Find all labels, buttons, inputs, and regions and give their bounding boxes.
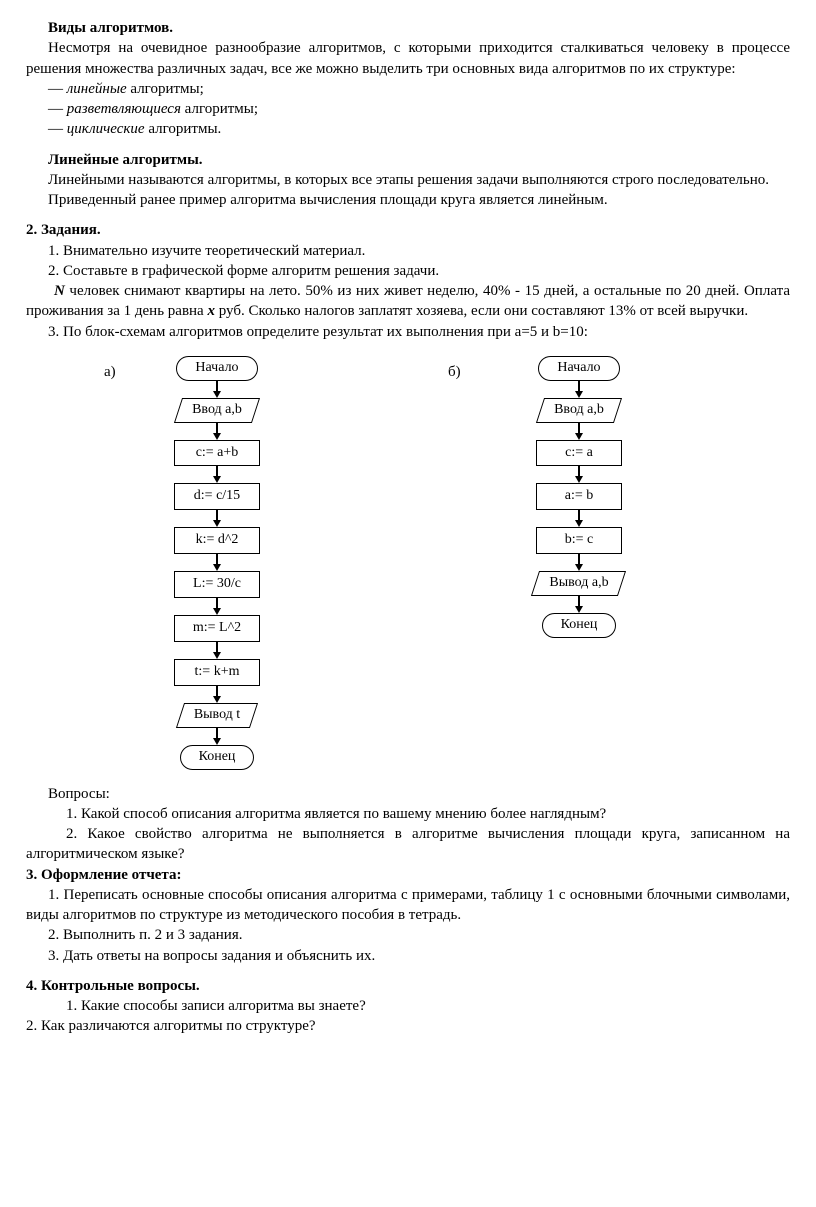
report-3: 3. Дать ответы на вопросы задания и объя… xyxy=(26,946,790,966)
type-cyclic-term: циклические xyxy=(67,121,145,137)
flow-arrow xyxy=(213,598,221,615)
flowchart-a: Начало Ввод a,b c:= a+b d:= c/15 k:= d^2 L:= … xyxy=(66,356,368,770)
flow-end: Конец xyxy=(180,745,255,770)
flow-arrow xyxy=(213,728,221,745)
paragraph-linear-1: Линейными называются алгоритмы, в которы… xyxy=(26,170,790,190)
flowcharts: а) Начало Ввод a,b c:= a+b d:= c/15 k:= d^2 L… xyxy=(26,356,790,770)
flow-arrow xyxy=(213,642,221,659)
type-branching-term: разветвляющиеся xyxy=(67,101,181,117)
var-x: x xyxy=(207,303,215,319)
flow-arrow xyxy=(575,554,583,571)
task-problem: N человек снимают квартиры на лето. 50% … xyxy=(26,281,790,322)
dash: — xyxy=(48,121,67,137)
heading-tasks: 2. Задания. xyxy=(26,220,790,240)
flow-arrow xyxy=(575,423,583,440)
flow-arrow xyxy=(213,554,221,571)
flow-start: Начало xyxy=(176,356,257,381)
flow-arrow xyxy=(213,510,221,527)
flow-process-3: L:= 30/c xyxy=(174,571,260,598)
flowchart-b-col: б) Начало Ввод a,b c:= a a:= b b:= c Вывод a,… xyxy=(408,356,790,770)
type-cyclic: — циклические алгоритмы. xyxy=(26,119,790,139)
flow-process-0: c:= a+b xyxy=(174,440,260,467)
flow-arrow xyxy=(575,466,583,483)
flowchart-a-col: а) Начало Ввод a,b c:= a+b d:= c/15 k:= d^2 L… xyxy=(26,356,408,770)
heading-linear: Линейные алгоритмы. xyxy=(26,150,790,170)
type-branching-rest: алгоритмы; xyxy=(181,101,258,117)
type-cyclic-rest: алгоритмы. xyxy=(145,121,222,137)
flowchart-a-label: а) xyxy=(104,362,116,382)
flowchart-b-label: б) xyxy=(448,362,461,382)
report-2: 2. Выполнить п. 2 и 3 задания. xyxy=(26,925,790,945)
flow-process-1: a:= b xyxy=(536,483,622,510)
dash: — xyxy=(48,81,67,97)
flow-process-1: d:= c/15 xyxy=(174,483,260,510)
flow-arrow xyxy=(575,381,583,398)
report-1: 1. Переписать основные способы описания … xyxy=(26,885,790,926)
flow-input: Ввод a,b xyxy=(540,398,618,423)
question-2-text: 2. Какое свойство алгоритма не выполняет… xyxy=(26,824,790,865)
heading-report: 3. Оформление отчета: xyxy=(26,865,790,885)
var-N: N xyxy=(54,283,65,299)
control-question-1: 1. Какие способы записи алгоритма вы зна… xyxy=(26,996,790,1016)
paragraph-types-intro: Несмотря на очевидное разнообразие алгор… xyxy=(26,38,790,79)
flow-output: Вывод a,b xyxy=(535,571,622,596)
task-problem-b: руб. Сколько налогов заплатят хозяева, е… xyxy=(215,303,748,319)
control-question-2: 2. Как различаются алгоритмы по структур… xyxy=(26,1016,790,1036)
flow-process-2: k:= d^2 xyxy=(174,527,260,554)
dash: — xyxy=(48,101,67,117)
heading-questions: Вопросы: xyxy=(26,784,790,804)
flow-start: Начало xyxy=(538,356,619,381)
question-1: 1. Какой способ описания алгоритма являе… xyxy=(26,804,790,824)
flow-output: Вывод t xyxy=(180,703,254,728)
flow-arrow xyxy=(213,686,221,703)
type-linear-term: линейные xyxy=(67,81,127,97)
flow-process-0: c:= a xyxy=(536,440,622,467)
flow-process-4: m:= L^2 xyxy=(174,615,260,642)
type-branching: — разветвляющиеся алгоритмы; xyxy=(26,99,790,119)
heading-control-questions: 4. Контрольные вопросы. xyxy=(26,976,790,996)
flow-process-2: b:= c xyxy=(536,527,622,554)
flow-arrow xyxy=(213,466,221,483)
heading-types: Виды алгоритмов. xyxy=(26,18,790,38)
type-linear-rest: алгоритмы; xyxy=(127,81,204,97)
task-1: 1. Внимательно изучите теоретический мат… xyxy=(26,241,790,261)
flow-arrow xyxy=(213,423,221,440)
flow-input: Ввод a,b xyxy=(178,398,256,423)
flow-arrow xyxy=(575,596,583,613)
task-3: 3. По блок-схемам алгоритмов определите … xyxy=(26,322,790,342)
type-linear: — линейные алгоритмы; xyxy=(26,79,790,99)
task-2: 2. Составьте в графической форме алгорит… xyxy=(26,261,790,281)
flowchart-b: Начало Ввод a,b c:= a a:= b b:= c Вывод a,b Ко… xyxy=(448,356,710,638)
question-2: 2. Какое свойство алгоритма не выполняет… xyxy=(26,824,790,865)
flow-arrow xyxy=(213,381,221,398)
flow-arrow xyxy=(575,510,583,527)
flow-process-5: t:= k+m xyxy=(174,659,260,686)
paragraph-linear-2: Приведенный ранее пример алгоритма вычис… xyxy=(26,190,790,210)
flow-end: Конец xyxy=(542,613,617,638)
